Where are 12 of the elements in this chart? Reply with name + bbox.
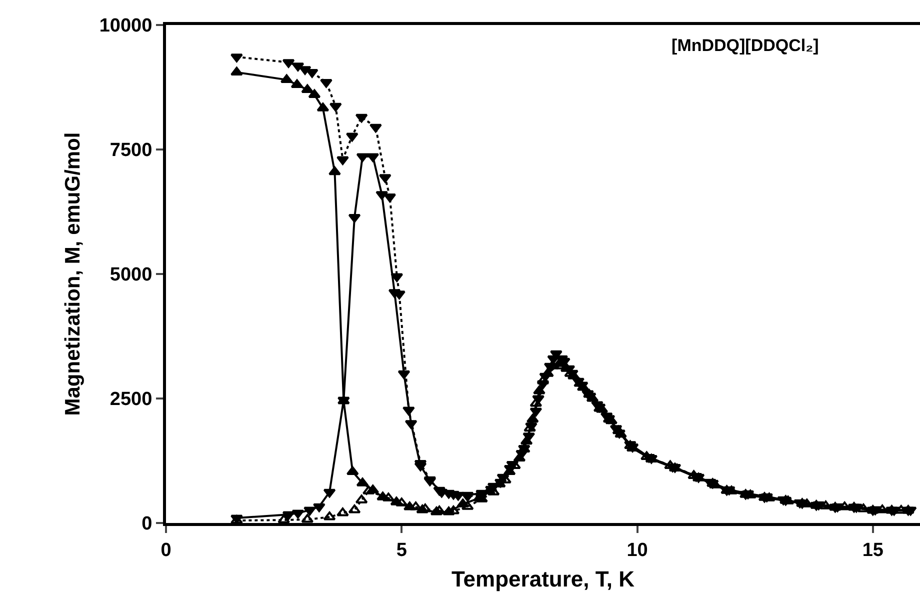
y-tick-label: 2500 <box>110 389 152 410</box>
text: [MnDDQ][DDQCl₂] <box>672 36 819 56</box>
x-tick-label: 10 <box>626 540 648 561</box>
y-tick-label: 7500 <box>110 140 152 162</box>
x-tick-label: 5 <box>396 540 408 561</box>
y-tick-label: 10000 <box>99 16 152 37</box>
x-tick-label: 0 <box>160 540 172 561</box>
x-tick-label: 15 <box>862 540 884 561</box>
y-tick-label: 0 <box>142 514 152 535</box>
y-axis-title: Magnetization, M, emuG/mol <box>62 132 85 416</box>
y-tick-label: 5000 <box>110 264 152 286</box>
x-axis-title: Temperature, T, K <box>452 566 635 592</box>
